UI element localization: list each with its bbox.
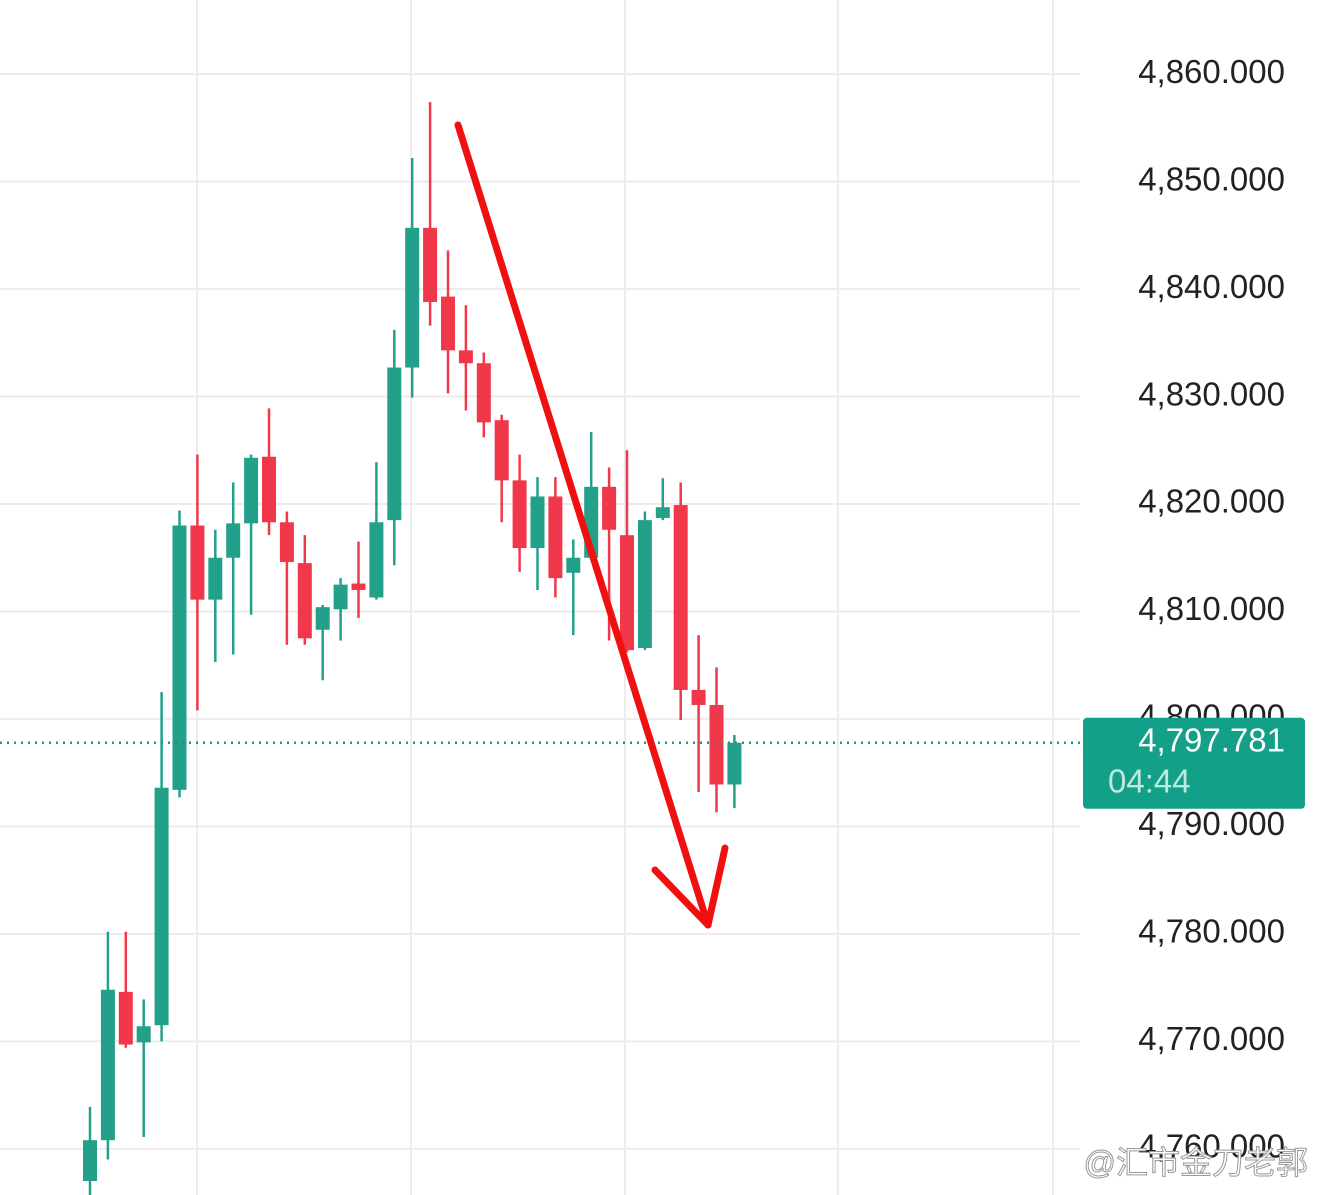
candle-body bbox=[190, 525, 205, 600]
candle-body bbox=[691, 689, 706, 705]
y-tick-label: 4,820.000 bbox=[1138, 483, 1285, 520]
candle-body bbox=[405, 227, 420, 368]
watermark: @汇市金刀老郭 bbox=[1084, 1144, 1309, 1180]
candle-body bbox=[727, 742, 742, 785]
arrow-shaft bbox=[454, 121, 712, 929]
candle-body bbox=[655, 507, 670, 518]
candle-body bbox=[244, 457, 259, 524]
candle-body bbox=[351, 583, 366, 590]
candle-body bbox=[315, 607, 330, 630]
candle-body bbox=[441, 296, 455, 351]
candle-body bbox=[262, 456, 276, 523]
y-tick-label: 4,810.000 bbox=[1138, 590, 1285, 627]
y-tick-label: 4,830.000 bbox=[1138, 375, 1285, 412]
y-tick-label: 4,770.000 bbox=[1138, 1020, 1285, 1057]
y-tick-label: 4,790.000 bbox=[1138, 805, 1285, 842]
candle-body bbox=[387, 367, 402, 521]
candle-body bbox=[602, 486, 617, 530]
arrow-head bbox=[651, 844, 729, 929]
y-tick-label: 4,840.000 bbox=[1138, 268, 1285, 305]
candle-body bbox=[136, 1026, 151, 1043]
price-tag: 4,797.781 04:44 bbox=[1083, 717, 1305, 809]
candle-body bbox=[154, 787, 169, 1026]
candle-body bbox=[83, 1140, 97, 1182]
y-tick-label: 4,760.000 bbox=[1138, 1128, 1285, 1165]
candle-body bbox=[512, 480, 527, 549]
candle-body bbox=[673, 505, 688, 690]
candle-body bbox=[637, 520, 652, 649]
last-price-label: 4,797.781 bbox=[1138, 721, 1285, 758]
candle-body bbox=[226, 523, 241, 558]
y-tick-label: 4,860.000 bbox=[1138, 53, 1285, 90]
candle-body bbox=[458, 350, 473, 364]
candle-body bbox=[620, 535, 634, 651]
candles bbox=[0, 102, 1080, 1195]
candle-body bbox=[208, 557, 223, 600]
y-tick-label: 4,780.000 bbox=[1138, 913, 1285, 950]
price-tag-box bbox=[1083, 717, 1305, 809]
candle-body bbox=[100, 989, 115, 1141]
countdown-label: 04:44 bbox=[1108, 762, 1191, 799]
candle-body bbox=[530, 496, 545, 549]
candle-body bbox=[333, 584, 348, 610]
trend-arrow bbox=[454, 121, 729, 929]
y-tick-label: 4,850.000 bbox=[1138, 160, 1285, 197]
candle-body bbox=[118, 991, 133, 1045]
candle-body bbox=[369, 522, 384, 598]
candle-body bbox=[297, 563, 312, 639]
candle-body bbox=[172, 525, 187, 790]
candle-body bbox=[548, 496, 563, 579]
candle-body bbox=[423, 227, 438, 302]
candle-body bbox=[279, 522, 294, 563]
candle-body bbox=[566, 557, 581, 573]
candle-body bbox=[494, 420, 509, 481]
candle-body bbox=[709, 704, 724, 785]
candle-body bbox=[476, 363, 491, 423]
y-axis: 4,760.0004,770.0004,780.0004,790.0004,80… bbox=[1138, 53, 1285, 1165]
